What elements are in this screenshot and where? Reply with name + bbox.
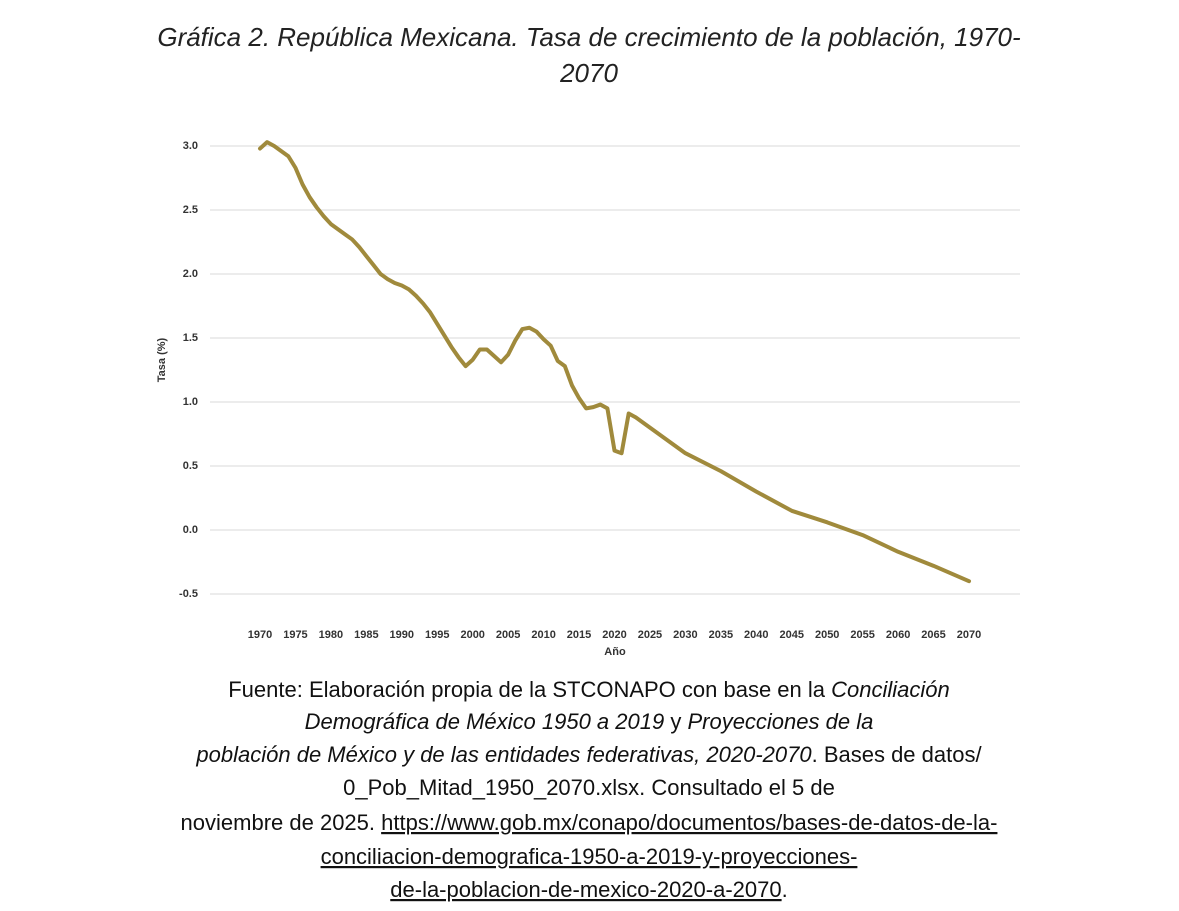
source-text: Demográfica de México 1950 a 2019 — [305, 709, 665, 734]
source-text: 0_Pob_Mitad_1950_2070.xlsx. Consultado e… — [343, 775, 835, 800]
x-tick-label: 1995 — [425, 629, 449, 641]
x-tick-label: 2065 — [921, 629, 945, 641]
source-text: noviembre de 2025. — [181, 810, 382, 835]
x-tick-label: 1985 — [354, 629, 378, 641]
y-axis-label: Tasa (%) — [156, 337, 168, 382]
source-link[interactable]: https://www.gob.mx/conapo/documentos/bas… — [381, 810, 997, 835]
x-axis-label: Año — [604, 646, 626, 658]
x-tick-label: 2020 — [602, 629, 626, 641]
x-tick-label: 1980 — [319, 629, 343, 641]
y-tick-label: 1.0 — [183, 396, 198, 408]
source-text: y — [664, 709, 687, 734]
source: Fuente: Elaboración propia de la STCONAP… — [181, 677, 998, 902]
y-tick-label: 0.0 — [183, 524, 198, 536]
source-link[interactable]: conciliacion-demografica-1950-a-2019-y-p… — [321, 844, 858, 869]
chart-title: 2070 — [559, 58, 618, 88]
source-line: población de México y de las entidades f… — [195, 742, 982, 767]
source-line: noviembre de 2025. https://www.gob.mx/co… — [181, 810, 998, 835]
source-line: de-la-poblacion-de-mexico-2020-a-2070. — [390, 877, 787, 902]
y-tick-label: 2.0 — [183, 268, 198, 280]
source-line: Demográfica de México 1950 a 2019 y Proy… — [305, 709, 874, 734]
x-tick-label: 2055 — [850, 629, 874, 641]
x-tick-label: 2045 — [780, 629, 804, 641]
x-tick-label: 2025 — [638, 629, 662, 641]
y-tick-label: 0.5 — [183, 460, 198, 472]
y-tick-label: -0.5 — [179, 588, 198, 600]
x-tick-label: 2050 — [815, 629, 839, 641]
source-text: Fuente: Elaboración propia de la STCONAP… — [228, 677, 831, 702]
x-tick-label: 2040 — [744, 629, 768, 641]
x-tick-label: 2060 — [886, 629, 910, 641]
chart-title: Gráfica 2. República Mexicana. Tasa de c… — [157, 22, 1021, 52]
data-line — [258, 140, 971, 584]
source-line: Fuente: Elaboración propia de la STCONAP… — [228, 677, 950, 702]
x-tick-label: 2000 — [460, 629, 484, 641]
x-tick-label: 2035 — [709, 629, 733, 641]
source-line: conciliacion-demografica-1950-a-2019-y-p… — [321, 844, 858, 869]
source-link[interactable]: de-la-poblacion-de-mexico-2020-a-2070 — [390, 877, 781, 902]
y-tick-label: 2.5 — [183, 204, 198, 216]
x-tick-label: 1990 — [390, 629, 414, 641]
x-tick-label: 2030 — [673, 629, 697, 641]
y-tick-label: 3.0 — [183, 140, 198, 152]
x-tick-label: 1970 — [248, 629, 272, 641]
source-text: población de México y de las entidades f… — [195, 742, 812, 767]
source-text: . Bases de datos/ — [812, 742, 983, 767]
source-text: . — [782, 877, 788, 902]
x-tick-label: 1975 — [283, 629, 307, 641]
x-tick-label: 2010 — [531, 629, 555, 641]
x-tick-label: 2005 — [496, 629, 520, 641]
x-tick-label: 2015 — [567, 629, 591, 641]
x-tick-label: 2070 — [957, 629, 981, 641]
source-text: Conciliación — [831, 677, 950, 702]
source-text: Proyecciones de la — [687, 709, 873, 734]
y-tick-label: 1.5 — [183, 332, 198, 344]
source-line: 0_Pob_Mitad_1950_2070.xlsx. Consultado e… — [343, 775, 835, 800]
